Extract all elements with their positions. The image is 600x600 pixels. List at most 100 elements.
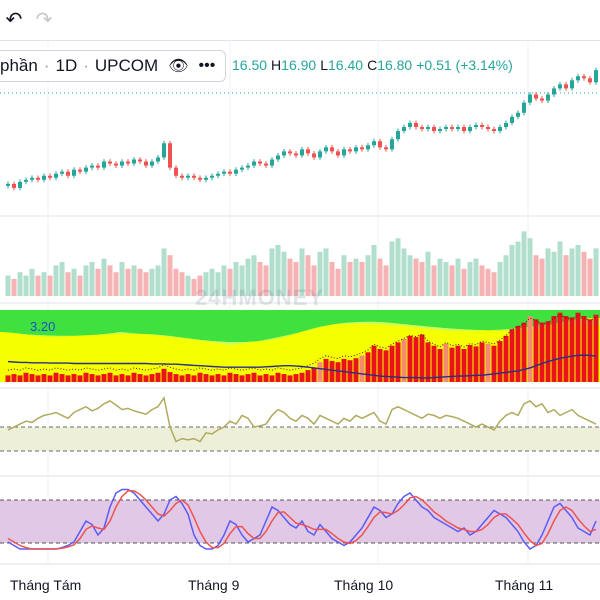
volume-bar	[401, 248, 407, 296]
candle-body	[444, 127, 448, 130]
volume-bar	[533, 255, 539, 296]
candle-body	[282, 151, 286, 156]
volume-bar	[437, 258, 443, 296]
indicator-bar	[173, 374, 179, 382]
candle-body	[84, 167, 88, 172]
indicator-band-lightgreen	[0, 319, 600, 345]
volume-bar	[257, 262, 263, 296]
interval-label[interactable]: 1D	[55, 56, 78, 75]
volume-bar	[305, 255, 311, 296]
indicator-bar	[215, 374, 221, 382]
indicator-bar	[227, 372, 233, 382]
candle-body	[420, 127, 424, 130]
indicator-bar	[467, 345, 473, 382]
volume-bar	[299, 248, 305, 296]
volume-bar	[347, 262, 353, 296]
indicator-bar	[515, 325, 521, 382]
volume-bar	[509, 245, 515, 296]
indicator-value-label: 3.20	[30, 319, 55, 334]
symbol-name[interactable]: phần	[0, 56, 38, 75]
volume-bar	[149, 268, 155, 296]
volume-bar	[5, 275, 11, 296]
candle-body	[366, 145, 370, 150]
candle-body	[522, 102, 526, 113]
candle-body	[372, 141, 376, 146]
indicator-bar	[95, 375, 101, 382]
more-icon[interactable]: •••	[198, 57, 216, 74]
candle-body	[6, 183, 10, 186]
volume-bar	[515, 241, 521, 296]
volume-bar	[77, 275, 83, 296]
oscillator-line	[7, 396, 597, 443]
indicator-bar	[143, 375, 149, 382]
volume-bar	[527, 238, 533, 296]
volume-bar	[485, 268, 491, 296]
indicator-bar	[437, 349, 443, 382]
volume-bar	[89, 262, 95, 296]
indicator-bar	[581, 316, 587, 382]
redo-icon[interactable]: ↷	[35, 9, 53, 31]
indicator-bar	[335, 362, 341, 382]
volume-bar	[215, 272, 221, 296]
candle-body	[198, 177, 202, 180]
indicator-bar	[449, 347, 455, 382]
volume-bar	[365, 255, 371, 296]
candle-body	[60, 171, 64, 174]
candle-body	[390, 139, 394, 150]
candle-body	[120, 161, 124, 166]
candle-body	[234, 169, 238, 174]
indicator-bar	[233, 374, 239, 382]
indicator-bar	[563, 316, 569, 382]
candle-body	[246, 165, 250, 168]
volume-bar	[137, 268, 143, 296]
indicator-bar	[119, 374, 125, 382]
candle-body	[240, 167, 244, 170]
indicator-bar	[455, 345, 461, 382]
candle-body	[126, 161, 130, 164]
indicator-bar	[125, 375, 131, 382]
eye-icon[interactable]: 👁	[168, 58, 189, 75]
undo-icon[interactable]: ↶	[5, 9, 23, 31]
candle-body	[306, 149, 310, 154]
candle-body	[510, 116, 514, 123]
indicator-bar	[293, 374, 299, 382]
candle-body	[210, 175, 214, 178]
volume-bar	[17, 272, 23, 296]
volume-bar	[191, 279, 197, 296]
candle-body	[402, 127, 406, 132]
candle-body	[324, 147, 328, 152]
volume-bar	[479, 265, 485, 296]
close-value: 16.80	[377, 57, 413, 73]
symbol-legend[interactable]: phần · 1D · UPCOM 👁 •••	[0, 50, 227, 82]
grid-lines	[47, 40, 529, 564]
indicator-bar	[71, 374, 77, 382]
ohlc-readout: 16.50 H 16.90 L 16.40 C 16.80 +0.51 (+3.14%…	[232, 57, 513, 73]
indicator-bar	[593, 314, 599, 382]
candles-layer	[6, 67, 598, 191]
indicator-band-green	[0, 310, 600, 343]
volume-bar	[59, 262, 65, 296]
volume-bar	[41, 272, 47, 296]
candle-body	[12, 183, 16, 188]
candle-body	[588, 78, 592, 83]
candle-body	[480, 124, 484, 127]
candle-body	[168, 143, 172, 168]
candle-body	[414, 122, 418, 127]
volume-bar	[245, 258, 251, 296]
candle-body	[18, 181, 22, 188]
indicator-bar	[347, 360, 353, 382]
indicator-bar	[365, 352, 371, 382]
volume-bar	[503, 255, 509, 296]
volume-bar	[251, 255, 257, 296]
indicator-bar	[527, 316, 533, 382]
indicator-bar	[281, 374, 287, 382]
volume-bar	[221, 265, 227, 296]
indicator-bar	[131, 372, 137, 382]
candle-body	[186, 175, 190, 178]
indicator-bar	[497, 341, 503, 382]
x-tick-label: Tháng 11	[495, 577, 553, 593]
indicator-bar	[425, 342, 431, 382]
volume-bar	[371, 245, 377, 296]
indicator-bar	[251, 372, 257, 382]
